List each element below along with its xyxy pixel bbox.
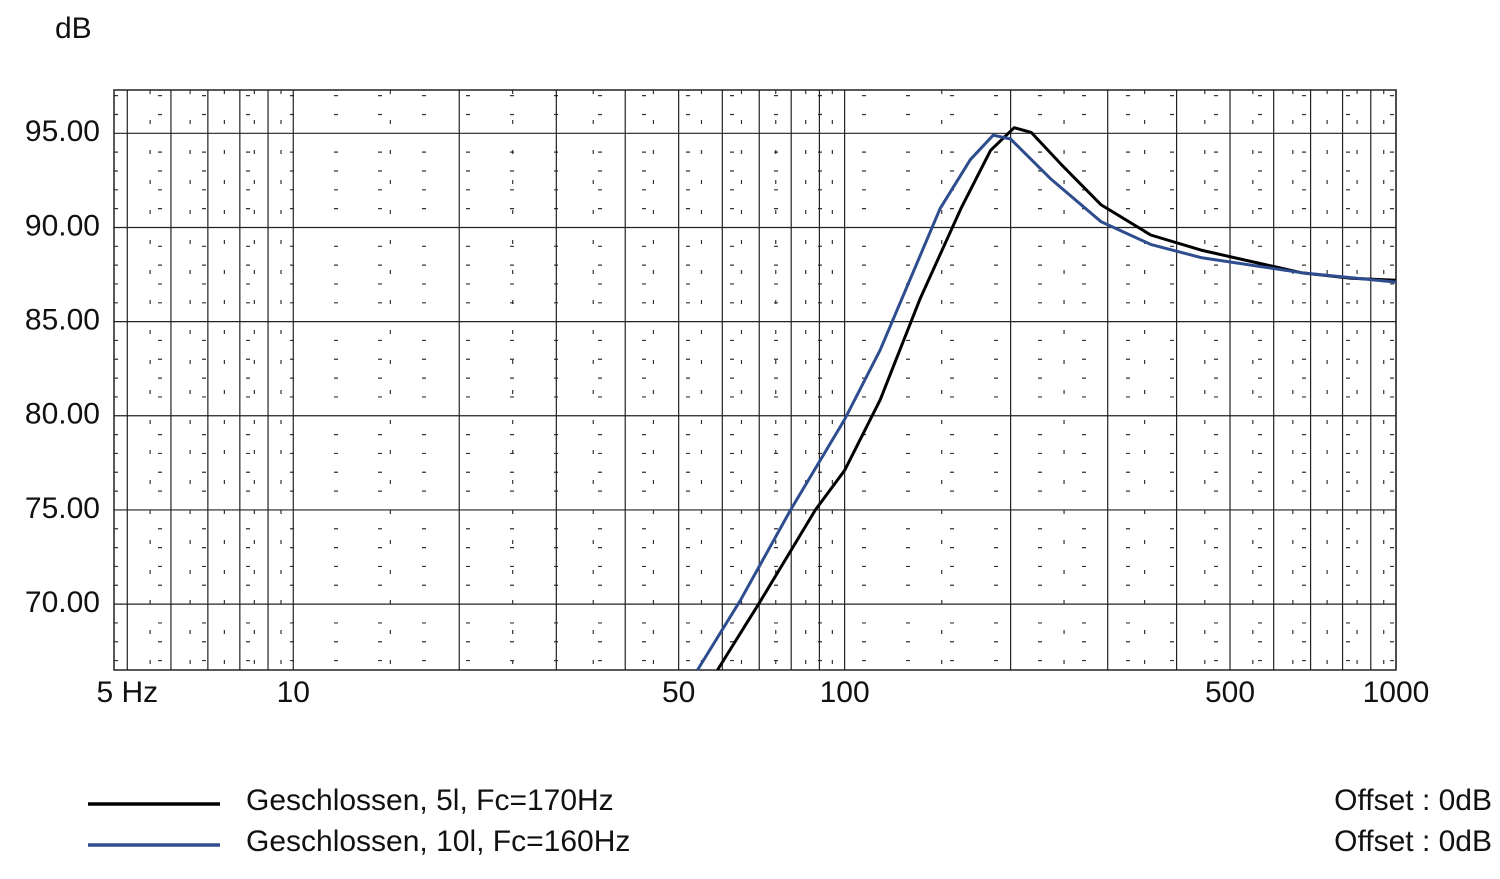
x-tick-label: 100 — [820, 676, 870, 709]
y-tick-label: 95.00 — [25, 115, 100, 148]
legend-offset: Offset : 0dB — [1334, 784, 1492, 817]
y-tick-label: 75.00 — [25, 492, 100, 525]
x-tick-label: 500 — [1205, 676, 1255, 709]
legend-label: Geschlossen, 10l, Fc=160Hz — [246, 825, 630, 858]
x-tick-label: 1000 — [1363, 676, 1430, 709]
y-tick-label: 80.00 — [25, 398, 100, 431]
x-tick-label: 10 — [277, 676, 310, 709]
y-tick-label: 85.00 — [25, 304, 100, 337]
x-tick-label: 5 Hz — [96, 676, 158, 709]
legend-label: Geschlossen, 5l, Fc=170Hz — [246, 784, 614, 817]
legend-offset: Offset : 0dB — [1334, 825, 1492, 858]
x-tick-label: 50 — [662, 676, 695, 709]
y-tick-label: 70.00 — [25, 586, 100, 619]
plot-frame — [113, 89, 1397, 671]
y-tick-label: 90.00 — [25, 209, 100, 242]
series-line — [716, 126, 1397, 671]
y-axis-label: dB — [55, 12, 92, 45]
series-line — [696, 133, 1397, 671]
